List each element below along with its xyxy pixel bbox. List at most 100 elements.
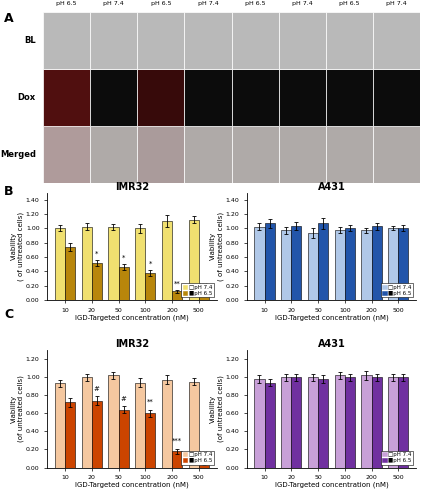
X-axis label: IGD-Targeted concentration (nM): IGD-Targeted concentration (nM) xyxy=(75,482,189,488)
Bar xyxy=(109,227,118,300)
Bar xyxy=(373,126,420,182)
Y-axis label: Viability
(of untreated cells): Viability (of untreated cells) xyxy=(11,376,24,442)
Bar xyxy=(137,126,184,182)
Bar xyxy=(135,228,145,300)
Bar xyxy=(308,377,318,468)
Bar xyxy=(326,69,373,126)
Text: Merged: Merged xyxy=(0,150,36,158)
Bar xyxy=(254,379,265,468)
Bar xyxy=(184,12,232,69)
Bar xyxy=(291,377,302,468)
Bar xyxy=(326,126,373,182)
Bar xyxy=(265,224,275,300)
Bar xyxy=(373,69,420,126)
Bar xyxy=(232,69,279,126)
Text: **: ** xyxy=(174,280,181,286)
Bar xyxy=(109,376,118,468)
Bar xyxy=(372,377,382,468)
Bar xyxy=(145,414,155,468)
Bar xyxy=(92,400,102,468)
Bar xyxy=(345,377,355,468)
Bar xyxy=(199,294,209,300)
X-axis label: IGD-Targeted concentration (nM): IGD-Targeted concentration (nM) xyxy=(75,314,189,320)
Text: pH 7.4: pH 7.4 xyxy=(387,0,407,5)
Bar xyxy=(361,376,372,468)
Text: ***: *** xyxy=(172,438,182,444)
Bar xyxy=(43,12,90,69)
X-axis label: IGD-Targeted concentration (nM): IGD-Targeted concentration (nM) xyxy=(275,314,388,320)
Bar xyxy=(189,382,199,468)
Bar xyxy=(118,410,129,468)
Bar xyxy=(55,228,65,300)
Text: ***: *** xyxy=(199,283,209,289)
Bar xyxy=(232,12,279,69)
Bar xyxy=(92,262,102,300)
Text: *: * xyxy=(95,250,99,256)
Bar xyxy=(281,377,291,468)
Text: A: A xyxy=(4,12,14,26)
Bar xyxy=(55,384,65,468)
Bar xyxy=(398,377,408,468)
Bar xyxy=(162,221,172,300)
Legend: □pH 7.4, ■pH 6.5: □pH 7.4, ■pH 6.5 xyxy=(381,283,414,297)
Bar xyxy=(335,376,345,468)
Bar xyxy=(361,230,372,300)
Y-axis label: Viability
( of untreated cells): Viability ( of untreated cells) xyxy=(11,212,24,281)
Text: pH 7.4: pH 7.4 xyxy=(103,0,124,5)
Bar xyxy=(172,292,182,300)
Bar xyxy=(199,463,209,468)
Bar xyxy=(137,12,184,69)
Legend: □pH 7.4, ■pH 6.5: □pH 7.4, ■pH 6.5 xyxy=(181,450,214,464)
Text: #: # xyxy=(121,396,127,402)
Bar xyxy=(184,69,232,126)
Bar xyxy=(135,382,145,468)
Bar xyxy=(90,12,137,69)
Bar xyxy=(254,227,265,300)
Bar xyxy=(398,228,408,300)
Text: pH 6.5: pH 6.5 xyxy=(56,0,77,5)
Bar xyxy=(189,220,199,300)
X-axis label: IGD-Targeted concentration (nM): IGD-Targeted concentration (nM) xyxy=(275,482,388,488)
Title: A431: A431 xyxy=(317,339,345,349)
Bar xyxy=(82,227,92,300)
Bar xyxy=(90,69,137,126)
Bar xyxy=(172,451,182,468)
Title: IMR32: IMR32 xyxy=(115,182,149,192)
Bar xyxy=(279,126,326,182)
Title: A431: A431 xyxy=(317,182,345,192)
Bar xyxy=(232,126,279,182)
Text: pH 6.5: pH 6.5 xyxy=(245,0,266,5)
Bar xyxy=(335,230,345,300)
Text: pH 7.4: pH 7.4 xyxy=(292,0,313,5)
Legend: □pH 7.4, ■pH 6.5: □pH 7.4, ■pH 6.5 xyxy=(381,450,414,464)
Text: BL: BL xyxy=(24,36,36,46)
Bar xyxy=(82,377,92,468)
Bar xyxy=(308,234,318,300)
Bar xyxy=(326,12,373,69)
Bar xyxy=(43,126,90,182)
Text: **: ** xyxy=(147,399,154,405)
Bar xyxy=(65,402,75,468)
Text: pH 6.5: pH 6.5 xyxy=(339,0,360,5)
Text: C: C xyxy=(4,308,13,320)
Bar xyxy=(388,228,398,300)
Bar xyxy=(318,379,328,468)
Bar xyxy=(388,377,398,468)
Text: #: # xyxy=(94,386,100,392)
Text: pH 7.4: pH 7.4 xyxy=(198,0,218,5)
Bar xyxy=(162,380,172,468)
Bar xyxy=(118,267,129,300)
Bar xyxy=(137,69,184,126)
Bar xyxy=(43,69,90,126)
Y-axis label: Viability
(of untreated cells): Viability (of untreated cells) xyxy=(210,376,224,442)
Bar xyxy=(90,126,137,182)
Text: ***: *** xyxy=(199,450,209,456)
Legend: □pH 7.4, ■pH 6.5: □pH 7.4, ■pH 6.5 xyxy=(181,283,214,297)
Title: IMR32: IMR32 xyxy=(115,339,149,349)
Bar xyxy=(184,126,232,182)
Bar xyxy=(345,228,355,300)
Text: B: B xyxy=(4,185,14,198)
Bar xyxy=(372,226,382,300)
Bar xyxy=(279,69,326,126)
Text: Dox: Dox xyxy=(18,93,36,102)
